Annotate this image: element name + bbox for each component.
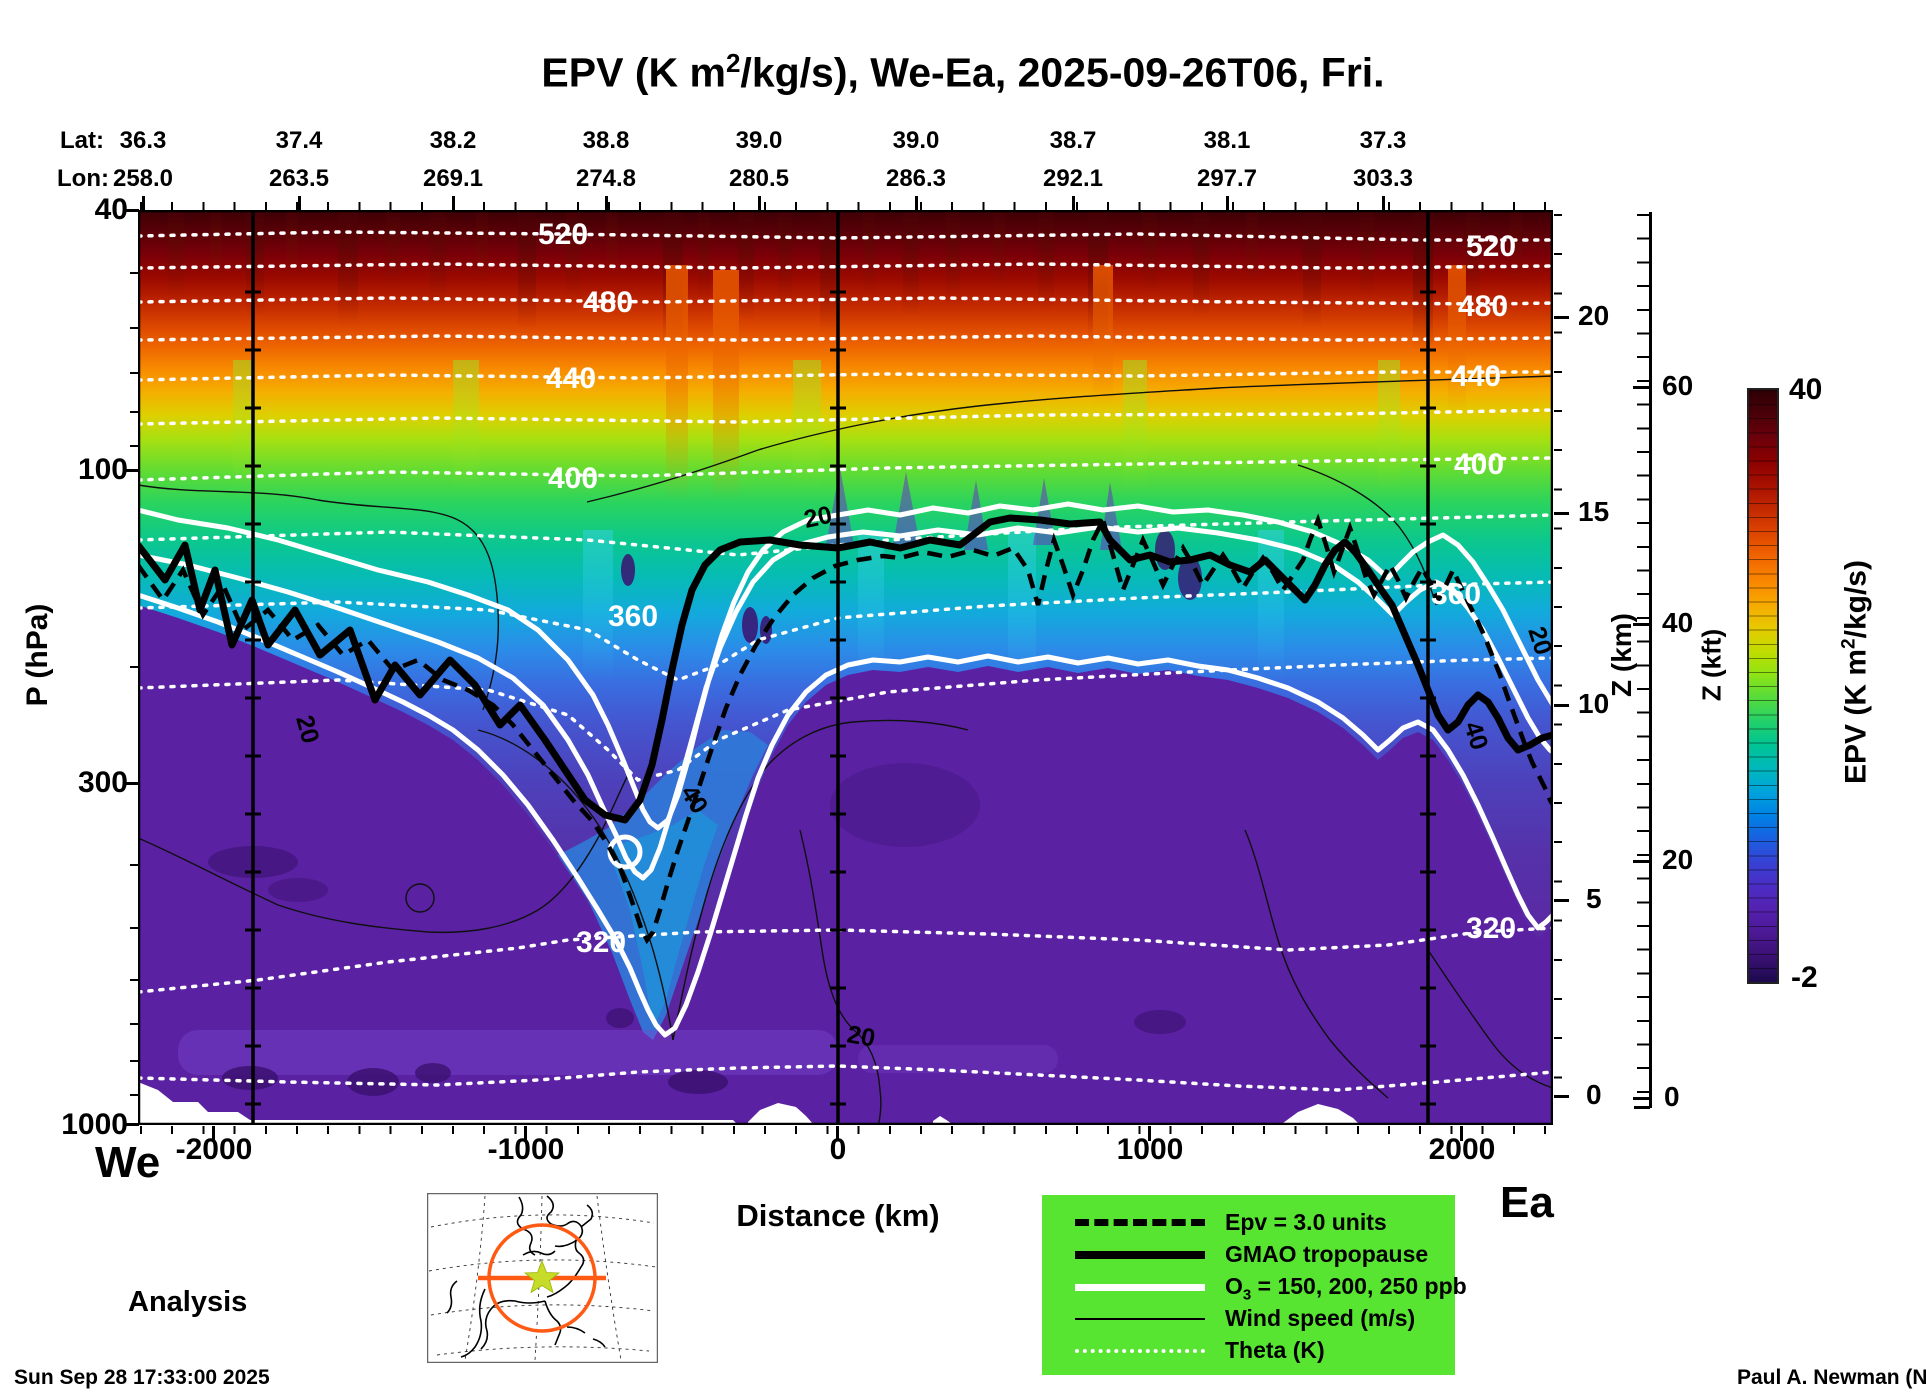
tropopause-line (138, 514, 1553, 824)
plot-canvas: 520 520 480 480 440 440 400 400 360 360 320 32… (138, 210, 1553, 1125)
map-waypoint-star-icon (523, 1259, 561, 1294)
plot-border (138, 210, 1553, 1125)
z-kft-axis-title: Z (kft) (1696, 628, 1727, 702)
epv-3-dashed-line (138, 513, 1553, 945)
theta-contour-labels: 520 520 480 480 440 440 400 400 360 360 320 32… (538, 218, 1516, 959)
top-axis-minor-ticks (140, 202, 1553, 210)
credit: Paul A. Newman (NASA (1737, 1366, 1926, 1389)
svg-text:360: 360 (1431, 578, 1481, 611)
svg-text:20: 20 (845, 1020, 877, 1052)
map-graticule (428, 1195, 657, 1361)
thin-black-line-swatch (1075, 1318, 1205, 1320)
svg-text:360: 360 (608, 600, 658, 633)
waypoint-lines (245, 210, 1436, 1125)
distance-axis-title: Distance (km) (736, 1198, 940, 1233)
pressure-axis-title: P (hPa) (21, 603, 54, 707)
svg-text:400: 400 (1454, 448, 1504, 481)
svg-text:320: 320 (576, 926, 626, 959)
dashed-line-swatch (1075, 1219, 1205, 1226)
wind-speed-contours (138, 375, 1553, 1125)
svg-text:440: 440 (546, 362, 596, 395)
west-end-label: We (95, 1138, 161, 1187)
colorbar-max-label: 40 (1789, 373, 1823, 406)
legend: Epv = 3.0 units GMAO tropopause O3 = 150… (1042, 1195, 1467, 1375)
map-inset (427, 1193, 658, 1363)
epv-purple-patches (178, 530, 1202, 1096)
page-title: EPV (K m2/kg/s), We-Ea, 2025-09-26T06, F… (541, 48, 1385, 96)
thick-black-line-swatch (1075, 1251, 1205, 1259)
colorbar-min-label: -2 (1791, 961, 1818, 994)
svg-text:480: 480 (583, 286, 633, 319)
legend-item-tropopause: GMAO tropopause (1042, 1239, 1455, 1271)
colorbar-title: EPV (K m2/kg/s) (1838, 560, 1873, 784)
svg-text:480: 480 (1458, 290, 1508, 323)
lat-row-label: Lat: (60, 127, 104, 154)
theta-contours (138, 230, 1553, 1092)
timestamp: Sun Sep 28 17:33:00 2025 (14, 1366, 270, 1389)
legend-item-theta: Theta (K) (1042, 1335, 1455, 1367)
white-line-swatch (1075, 1284, 1205, 1291)
colorbar (1747, 388, 1779, 984)
svg-text:320: 320 (1466, 912, 1516, 945)
lon-row-label: Lon: (57, 165, 109, 192)
svg-text:440: 440 (1451, 360, 1501, 393)
legend-item-epv: Epv = 3.0 units (1042, 1207, 1455, 1239)
svg-text:20: 20 (801, 501, 834, 534)
legend-item-ozone: O3 = 150, 200, 250 ppb (1042, 1271, 1467, 1304)
dotted-white-line-swatch (1075, 1349, 1205, 1353)
east-end-label: Ea (1500, 1178, 1554, 1227)
svg-text:400: 400 (548, 462, 598, 495)
svg-text:520: 520 (538, 218, 588, 251)
analysis-label: Analysis (128, 1286, 248, 1318)
troposphere-purple-region (138, 605, 1553, 1125)
legend-item-wind: Wind speed (m/s) (1042, 1303, 1455, 1335)
svg-text:520: 520 (1466, 230, 1516, 263)
map-range-ring-icon (487, 1223, 597, 1333)
